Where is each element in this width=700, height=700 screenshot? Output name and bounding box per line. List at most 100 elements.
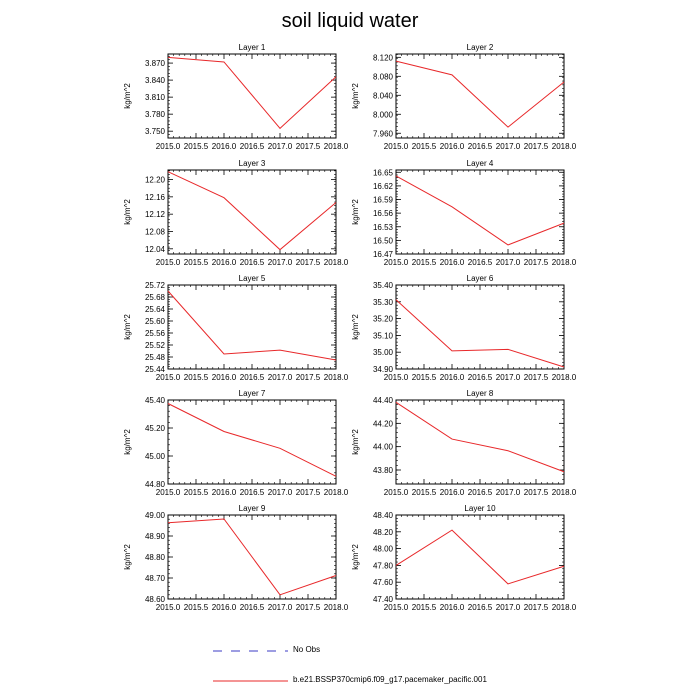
y-tick-label: 35.40 [373,281,394,290]
x-tick-label: 2018.0 [324,373,349,382]
y-tick-label: 49.00 [145,511,166,520]
model-series-line [395,299,565,368]
y-tick-label: 35.10 [373,331,394,340]
y-tick-label: 8.000 [373,110,394,119]
panel-layer-5: Layer 5 25.44 25.48 25.52 25.56 25.60 25.64 25.… [123,274,349,382]
y-tick-label: 12.04 [145,245,166,254]
plot-frame [167,284,337,370]
y-tick-label: 25.56 [145,329,166,338]
y-tick-label: 12.16 [145,193,166,202]
x-tick-label: 2016.0 [440,488,465,497]
x-tick-label: 2017.5 [524,373,549,382]
plot-frame [395,169,565,255]
x-tick-label: 2016.5 [240,488,265,497]
model-series-line [167,290,337,361]
y-tick-label: 48.70 [145,574,166,583]
x-tick-label: 2017.0 [496,488,521,497]
x-tick-label: 2016.5 [240,258,265,267]
y-tick-label: 44.40 [373,396,394,405]
y-tick-label: 8.120 [373,53,394,62]
panel-title: Layer 4 [467,159,494,168]
y-tick-label: 25.44 [145,365,166,374]
x-tick-label: 2015.0 [384,488,409,497]
y-tick-label: 3.810 [145,93,166,102]
y-axis-label: kg/m^2 [351,314,360,340]
panel-title: Layer 6 [467,274,494,283]
model-series-line [167,171,337,251]
panel-title: Layer 5 [239,274,266,283]
plot-frame [395,53,565,139]
y-tick-label: 25.48 [145,353,166,362]
x-tick-label: 2016.5 [240,142,265,151]
x-tick-label: 2017.0 [268,488,293,497]
panel-layer-4: Layer 4 16.47 16.50 16.53 16.56 16.59 16.62 16.… [351,159,577,267]
y-axis-label: kg/m^2 [123,314,132,340]
panel-title: Layer 3 [239,159,266,168]
plot-frame [395,399,565,485]
x-tick-label: 2017.0 [496,603,521,612]
x-tick-label: 2015.0 [384,258,409,267]
x-tick-label: 2017.0 [496,373,521,382]
x-tick-label: 2018.0 [552,488,577,497]
y-axis-label: kg/m^2 [351,544,360,570]
x-tick-label: 2017.5 [524,603,549,612]
x-tick-label: 2016.0 [440,373,465,382]
x-tick-label: 2017.5 [524,488,549,497]
x-tick-label: 2017.0 [496,258,521,267]
y-tick-label: 48.40 [373,511,394,520]
y-tick-label: 47.80 [373,561,394,570]
y-tick-label: 48.00 [373,545,394,554]
x-tick-label: 2015.5 [412,373,437,382]
x-tick-label: 2015.5 [412,488,437,497]
y-tick-label: 45.20 [145,424,166,433]
y-axis-label: kg/m^2 [351,429,360,455]
panel-layer-10: Layer 10 47.40 47.60 47.80 48.00 48.20 48.40 20… [351,504,577,612]
panel-title: Layer 9 [239,504,266,513]
x-tick-label: 2018.0 [552,258,577,267]
x-tick-label: 2016.5 [468,488,493,497]
y-tick-label: 44.00 [373,443,394,452]
x-tick-label: 2017.5 [524,142,549,151]
model-series-line [395,401,565,473]
y-tick-label: 25.64 [145,305,166,314]
y-tick-label: 45.40 [145,396,166,405]
x-tick-label: 2018.0 [552,373,577,382]
y-tick-label: 25.68 [145,293,166,302]
x-tick-label: 2015.5 [184,373,209,382]
y-tick-label: 16.56 [373,209,394,218]
model-series-line [167,518,337,596]
x-tick-label: 2015.0 [156,373,181,382]
x-tick-label: 2016.5 [468,603,493,612]
y-tick-label: 48.90 [145,532,166,541]
y-tick-label: 25.60 [145,317,166,326]
x-tick-label: 2016.0 [440,603,465,612]
x-tick-label: 2016.5 [240,373,265,382]
x-tick-label: 2017.5 [296,488,321,497]
x-tick-label: 2018.0 [324,142,349,151]
x-tick-label: 2017.0 [268,373,293,382]
y-axis-label: kg/m^2 [123,83,132,109]
model-series-line [395,60,565,128]
x-tick-label: 2015.0 [384,373,409,382]
y-tick-label: 44.80 [145,480,166,489]
x-tick-label: 2018.0 [324,258,349,267]
panel-title: Layer 1 [239,43,266,52]
y-tick-label: 16.65 [373,168,394,177]
y-tick-label: 25.52 [145,341,166,350]
y-tick-label: 12.12 [145,210,166,219]
panel-layer-6: Layer 6 34.90 35.00 35.10 35.20 35.30 35.40 201… [351,274,577,382]
y-tick-label: 7.960 [373,129,394,138]
panel-title: Layer 10 [464,504,496,513]
x-tick-label: 2017.0 [268,603,293,612]
plot-frame [167,169,337,255]
x-tick-label: 2015.0 [156,142,181,151]
x-tick-label: 2016.0 [212,603,237,612]
panel-title: Layer 8 [467,389,494,398]
figure-title: soil liquid water [281,10,419,32]
y-tick-label: 16.53 [373,223,394,232]
y-axis-label: kg/m^2 [123,429,132,455]
x-tick-label: 2017.5 [296,603,321,612]
y-axis-label: kg/m^2 [351,199,360,225]
